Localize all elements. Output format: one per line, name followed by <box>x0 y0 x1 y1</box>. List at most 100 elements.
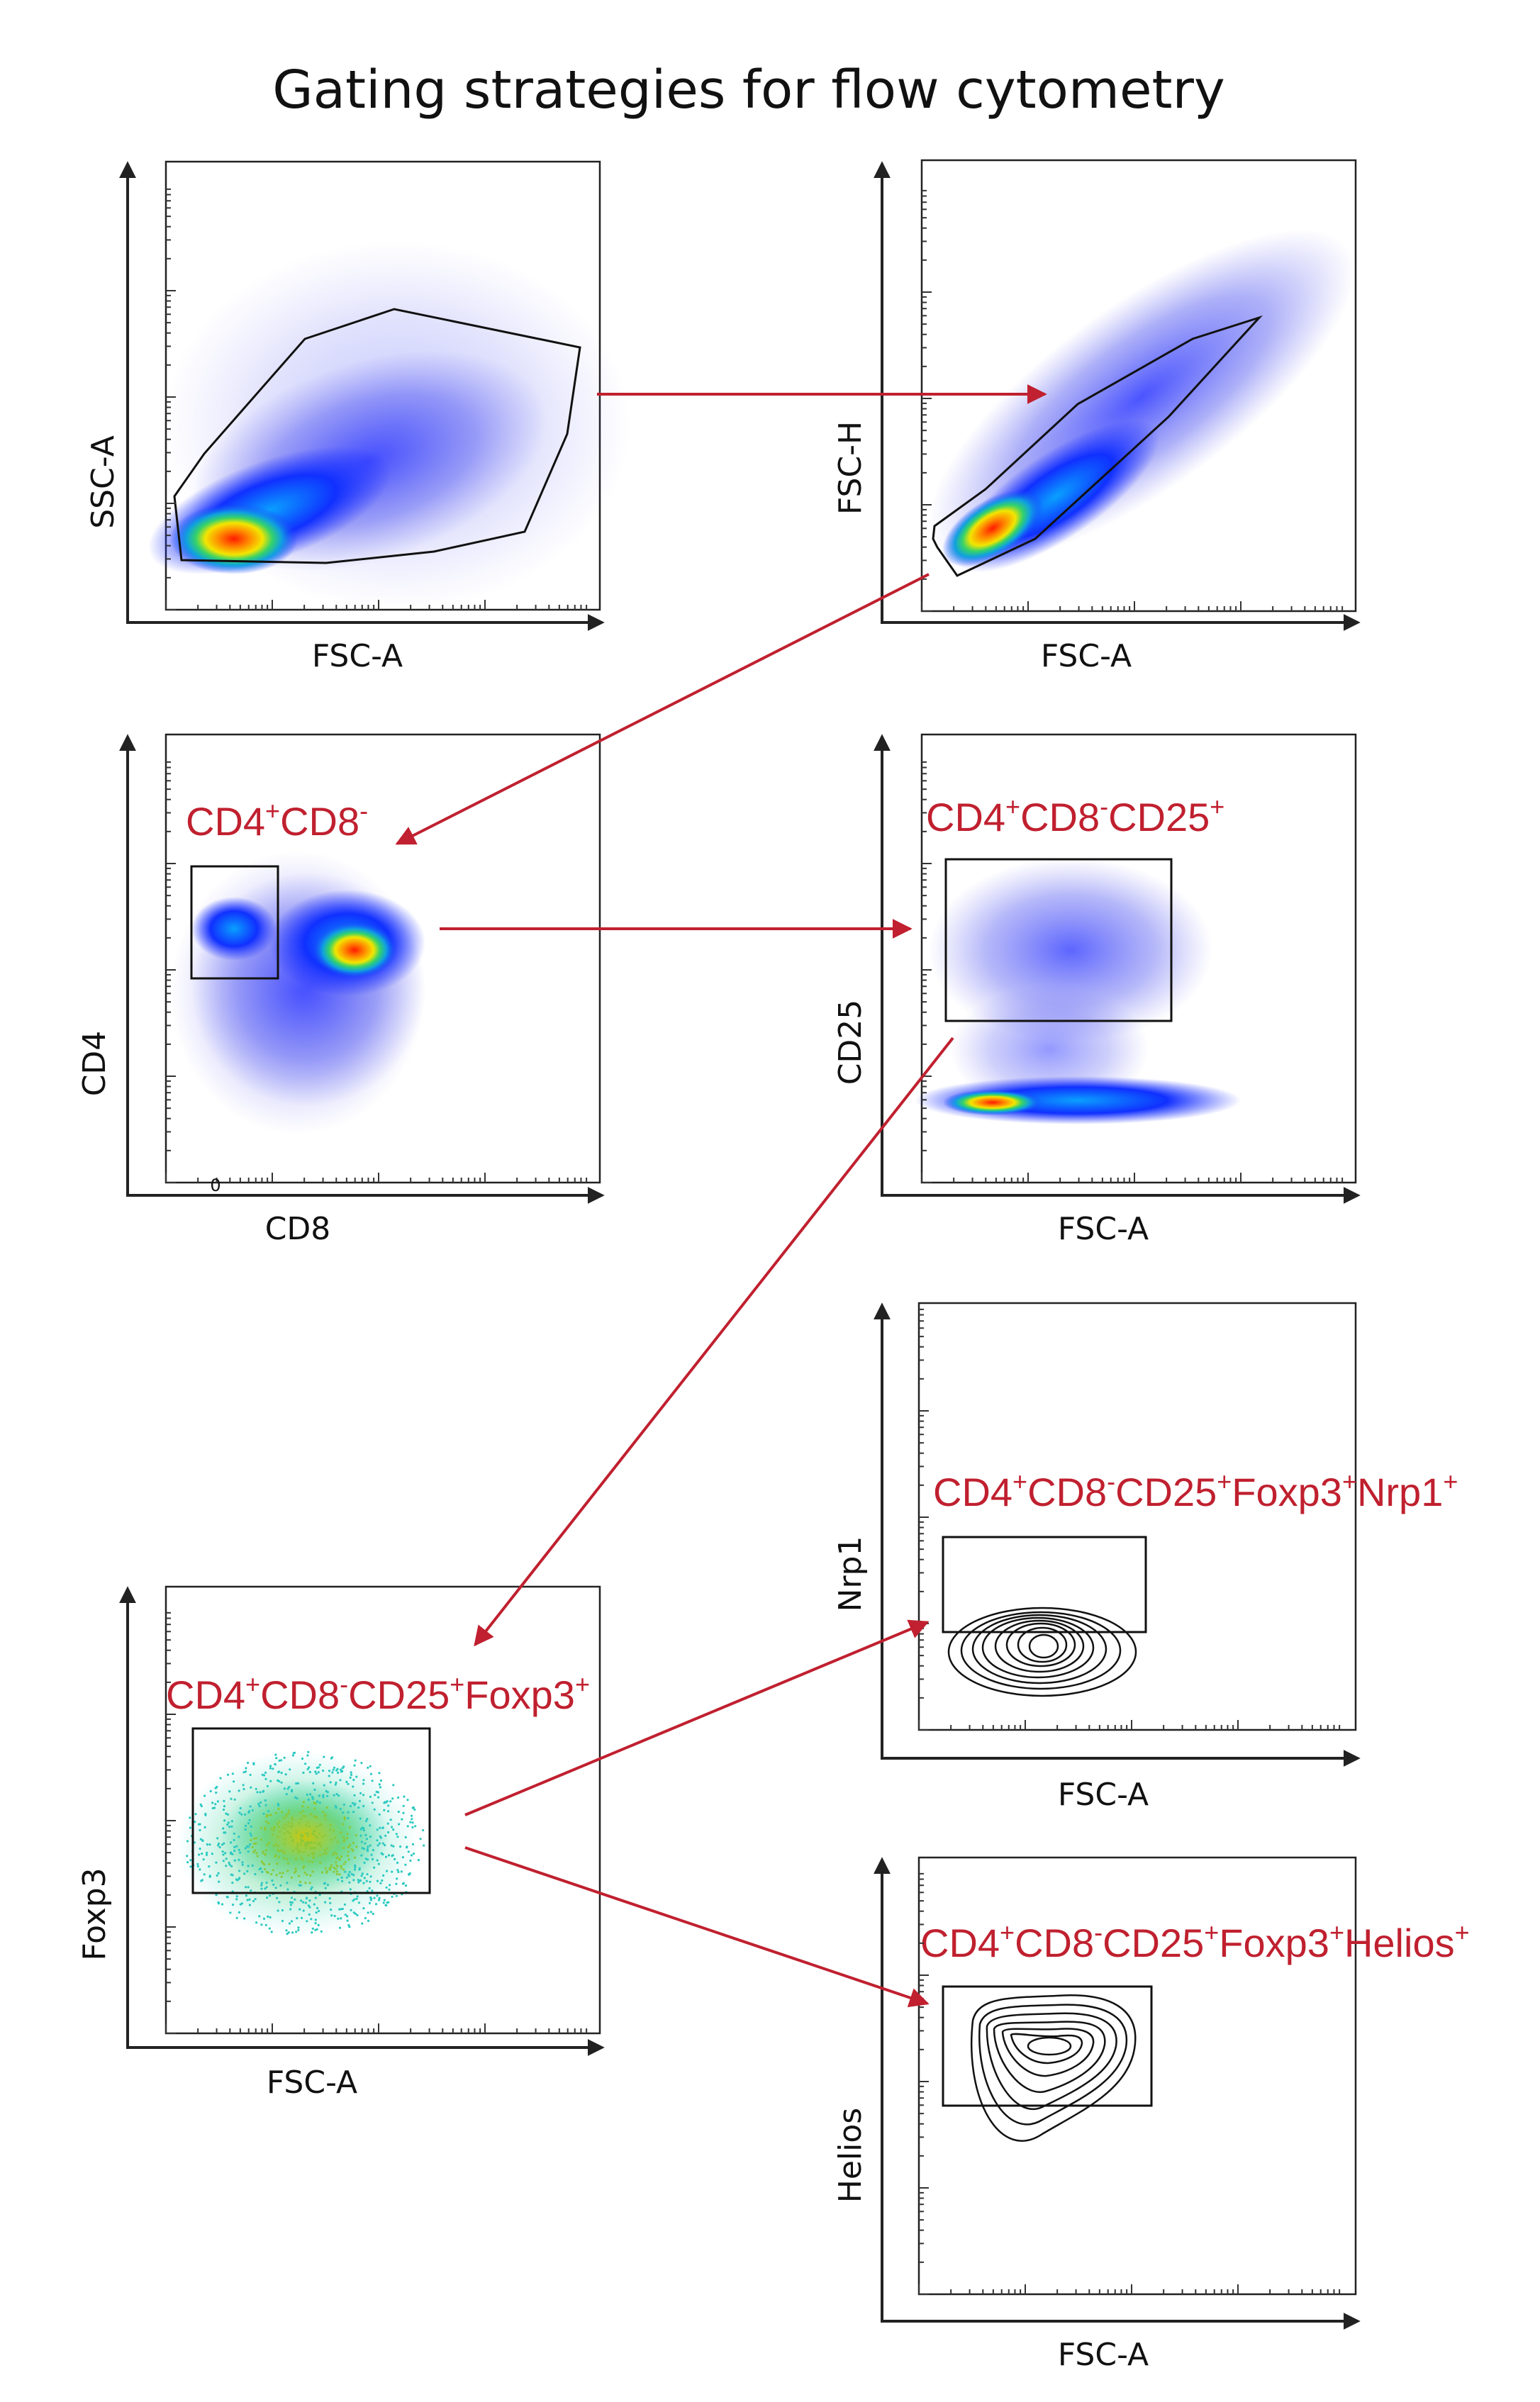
event-dot <box>325 1853 328 1855</box>
event-dot <box>291 1819 294 1821</box>
event-dot <box>409 1859 412 1862</box>
event-dot <box>222 1808 225 1811</box>
event-dot <box>248 1819 251 1821</box>
event-dot <box>387 1901 390 1904</box>
gate-polygon[interactable] <box>932 315 1263 577</box>
event-dot <box>325 1818 328 1821</box>
event-dot <box>328 1897 331 1900</box>
event-dot <box>357 1881 360 1884</box>
event-dot <box>225 1858 228 1860</box>
event-dot <box>233 1859 236 1862</box>
gate-rectangle[interactable] <box>191 1727 431 1894</box>
event-dot <box>406 1799 409 1802</box>
y-axis-label: Helios <box>832 2108 869 2203</box>
event-dot <box>380 1852 383 1855</box>
event-dot <box>346 1833 349 1836</box>
event-dot <box>333 1766 336 1769</box>
event-dot <box>281 1919 284 1923</box>
event-dot <box>318 1893 321 1897</box>
event-dot <box>217 1844 220 1847</box>
event-dot <box>262 1862 264 1865</box>
event-dot <box>318 1802 321 1804</box>
event-dot <box>224 1831 227 1834</box>
axis-ticks <box>918 1872 1341 2295</box>
y-axis-label: FSC-H <box>832 421 869 515</box>
event-dot <box>362 1794 365 1797</box>
event-dot <box>302 1814 305 1818</box>
event-dot <box>252 1899 255 1903</box>
event-dot <box>329 1781 332 1784</box>
event-dot <box>308 1906 311 1909</box>
event-dot <box>302 1909 305 1912</box>
gate-rectangle[interactable] <box>942 1536 1147 1633</box>
event-dot <box>414 1825 417 1828</box>
event-dot <box>208 1865 211 1868</box>
event-dot <box>281 1872 284 1875</box>
event-dot <box>319 1861 322 1864</box>
event-dot <box>362 1829 365 1832</box>
event-dot <box>313 1852 316 1855</box>
event-dot <box>274 1855 277 1858</box>
x-axis-label: CD8 <box>265 1211 331 1247</box>
event-dot <box>343 1816 346 1819</box>
event-dot <box>306 1920 308 1923</box>
event-dot <box>255 1787 257 1790</box>
x-axis-label: FSC-A <box>1041 638 1132 674</box>
event-dot <box>223 1799 225 1802</box>
event-dot <box>300 1838 303 1840</box>
event-dot <box>368 1901 372 1904</box>
event-dot <box>304 1815 307 1818</box>
event-dot <box>260 1882 263 1884</box>
event-dot <box>369 1836 372 1838</box>
event-dot <box>360 1762 363 1765</box>
event-dot <box>239 1903 242 1906</box>
event-dot <box>317 1771 320 1774</box>
event-dot <box>222 1853 225 1856</box>
dot-cloud <box>177 1750 425 1935</box>
event-dot <box>401 1856 405 1859</box>
arrow-p2-to-p3 <box>395 573 930 845</box>
event-dot <box>290 1920 294 1923</box>
event-dot <box>335 1861 337 1864</box>
event-dot <box>307 1843 310 1845</box>
event-dot <box>318 1854 321 1857</box>
event-dot <box>342 1811 345 1814</box>
event-dot <box>287 1809 291 1812</box>
event-dot <box>369 1772 373 1775</box>
event-dot <box>199 1868 201 1871</box>
event-dot <box>306 1897 308 1900</box>
event-dot <box>385 1801 388 1804</box>
event-dot <box>296 1851 300 1854</box>
event-dot <box>355 1845 358 1848</box>
event-dot <box>226 1823 229 1826</box>
event-dot <box>277 1909 279 1912</box>
gate-polygon[interactable] <box>173 308 581 564</box>
event-dot <box>267 1810 270 1813</box>
event-dot <box>291 1931 294 1934</box>
event-dot <box>363 1877 366 1879</box>
event-dot <box>347 1873 350 1876</box>
gate-rectangle[interactable] <box>942 1985 1153 2107</box>
event-dot <box>306 1841 309 1844</box>
event-dot <box>396 1861 399 1864</box>
event-dot <box>386 1870 389 1872</box>
event-dot <box>242 1784 245 1787</box>
x-tick-zero: 0 <box>210 1175 221 1195</box>
event-dot <box>352 1811 355 1814</box>
event-dot <box>250 1825 252 1828</box>
event-dot <box>391 1854 394 1857</box>
x-axis-label: FSC-A <box>267 2065 357 2101</box>
event-dot <box>288 1922 291 1925</box>
event-dot <box>249 1832 252 1835</box>
event-dot <box>289 1836 292 1838</box>
event-dot <box>318 1841 321 1844</box>
gate-rectangle[interactable] <box>190 865 279 980</box>
event-dot <box>284 1851 286 1854</box>
event-dot <box>347 1782 350 1785</box>
event-dot <box>311 1886 313 1889</box>
event-dot <box>269 1765 272 1767</box>
event-dot <box>371 1858 374 1861</box>
gate-rectangle[interactable] <box>944 858 1173 1022</box>
event-dot <box>322 1796 325 1799</box>
